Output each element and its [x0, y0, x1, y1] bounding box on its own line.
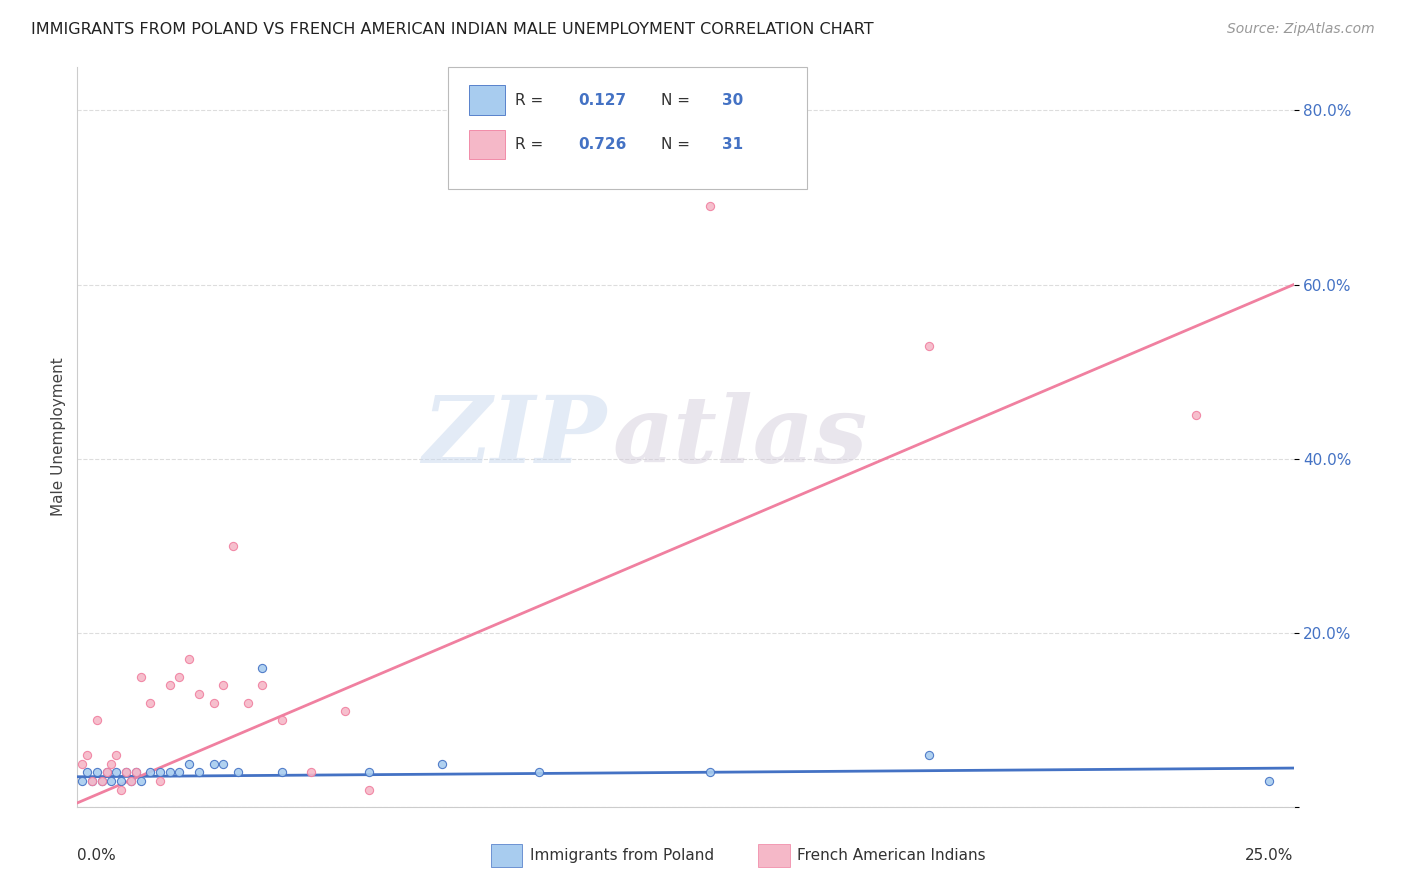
Point: [169, 765, 191, 780]
Point: [359, 782, 381, 797]
Point: [139, 696, 162, 710]
FancyBboxPatch shape: [470, 86, 505, 115]
Point: [430, 756, 453, 771]
Y-axis label: Male Unemployment: Male Unemployment: [51, 358, 66, 516]
Point: [120, 774, 142, 789]
Point: [80, 774, 103, 789]
FancyBboxPatch shape: [758, 844, 790, 867]
Point: [86, 713, 108, 727]
Point: [222, 539, 245, 553]
Text: IMMIGRANTS FROM POLAND VS FRENCH AMERICAN INDIAN MALE UNEMPLOYMENT CORRELATION C: IMMIGRANTS FROM POLAND VS FRENCH AMERICA…: [31, 22, 873, 37]
Point: [115, 765, 138, 780]
Text: 0.127: 0.127: [578, 93, 627, 108]
Point: [359, 765, 381, 780]
Text: Source: ZipAtlas.com: Source: ZipAtlas.com: [1227, 22, 1375, 37]
Point: [96, 765, 118, 780]
Point: [76, 765, 98, 780]
Point: [149, 774, 172, 789]
Point: [70, 774, 93, 789]
Point: [125, 765, 148, 780]
Point: [250, 678, 273, 692]
Point: [129, 670, 152, 684]
Point: [236, 696, 259, 710]
Text: ZIP: ZIP: [422, 392, 606, 482]
Point: [250, 661, 273, 675]
Point: [110, 774, 132, 789]
Point: [212, 756, 235, 771]
Point: [80, 774, 103, 789]
Point: [918, 338, 941, 352]
Point: [169, 670, 191, 684]
Point: [529, 765, 551, 780]
Point: [226, 765, 249, 780]
Point: [699, 199, 721, 213]
Point: [202, 756, 225, 771]
Point: [159, 678, 181, 692]
Text: N =: N =: [661, 93, 695, 108]
Text: N =: N =: [661, 137, 695, 153]
Text: Immigrants from Poland: Immigrants from Poland: [530, 848, 714, 863]
Point: [179, 756, 201, 771]
Text: R =: R =: [515, 93, 548, 108]
Point: [179, 652, 201, 666]
Point: [202, 696, 225, 710]
Text: atlas: atlas: [613, 392, 868, 482]
Point: [90, 774, 112, 789]
Point: [270, 713, 292, 727]
Point: [86, 765, 108, 780]
Point: [100, 756, 122, 771]
Point: [105, 747, 128, 762]
Text: 31: 31: [721, 137, 742, 153]
Point: [90, 774, 112, 789]
FancyBboxPatch shape: [449, 67, 807, 189]
Point: [188, 687, 211, 701]
Point: [139, 765, 162, 780]
Point: [149, 765, 172, 780]
Text: French American Indians: French American Indians: [797, 848, 986, 863]
Point: [129, 774, 152, 789]
Point: [100, 774, 122, 789]
Point: [1258, 774, 1281, 789]
Point: [699, 765, 721, 780]
Point: [105, 765, 128, 780]
FancyBboxPatch shape: [491, 844, 523, 867]
Point: [1185, 409, 1208, 423]
Point: [270, 765, 292, 780]
Point: [212, 678, 235, 692]
Point: [188, 765, 211, 780]
Point: [96, 765, 118, 780]
Text: 30: 30: [721, 93, 744, 108]
Text: R =: R =: [515, 137, 548, 153]
Point: [159, 765, 181, 780]
Point: [110, 782, 132, 797]
Point: [70, 756, 93, 771]
Point: [299, 765, 322, 780]
Text: 0.726: 0.726: [578, 137, 627, 153]
Point: [115, 765, 138, 780]
Point: [120, 774, 142, 789]
Point: [918, 747, 941, 762]
Point: [76, 747, 98, 762]
Point: [333, 705, 356, 719]
Text: 0.0%: 0.0%: [77, 848, 117, 863]
Text: 25.0%: 25.0%: [1246, 848, 1294, 863]
Point: [125, 765, 148, 780]
FancyBboxPatch shape: [470, 130, 505, 160]
